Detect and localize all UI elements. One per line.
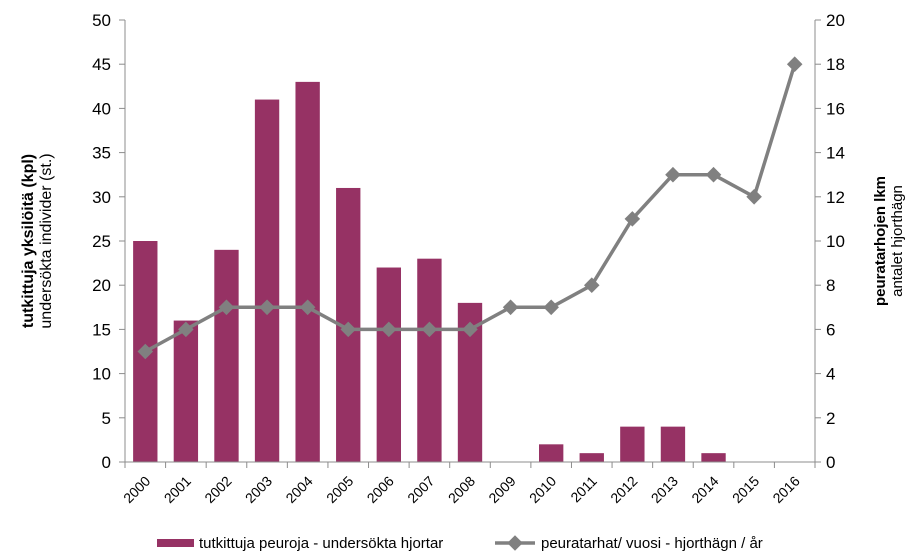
line-point-2016 <box>787 56 803 72</box>
bar-2007 <box>417 259 441 462</box>
x-tick-label: 2000 <box>120 473 153 506</box>
bar-2012 <box>620 427 644 462</box>
left-tick-label: 10 <box>92 365 111 384</box>
bar-2013 <box>661 427 685 462</box>
left-tick-label: 0 <box>102 453 111 472</box>
x-tick-label: 2004 <box>282 473 315 506</box>
right-tick-label: 14 <box>826 144 845 163</box>
right-tick-label: 16 <box>826 99 845 118</box>
bar-2002 <box>214 250 238 462</box>
bar-2003 <box>255 100 279 462</box>
x-tick-label: 2007 <box>404 473 437 506</box>
right-axis-ticks: 0 2 4 6 8 10 12 14 16 18 20 <box>815 11 845 472</box>
bar-2010 <box>539 444 563 462</box>
left-tick-label: 25 <box>92 232 111 251</box>
x-tick-label: 2005 <box>323 473 356 506</box>
right-tick-label: 2 <box>826 409 835 428</box>
left-tick-label: 5 <box>102 409 111 428</box>
bar-2011 <box>580 453 604 462</box>
right-tick-label: 8 <box>826 276 835 295</box>
left-axis-title-bold: tutkittuja yksilöitä (kpl) <box>20 154 37 328</box>
x-tick-label: 2016 <box>769 473 802 506</box>
left-tick-label: 50 <box>92 11 111 30</box>
line-point-2015 <box>746 189 762 205</box>
right-tick-label: 12 <box>826 188 845 207</box>
x-tick-label: 2011 <box>567 473 600 506</box>
left-tick-label: 35 <box>92 144 111 163</box>
right-axis-title-bold: peuratarhojen lkm <box>872 176 889 306</box>
bar-series <box>133 82 726 462</box>
x-tick-label: 2003 <box>242 473 275 506</box>
x-tick-label: 2015 <box>729 473 762 506</box>
right-tick-label: 10 <box>826 232 845 251</box>
left-tick-label: 20 <box>92 276 111 295</box>
x-tick-label: 2001 <box>161 473 194 506</box>
bar-2004 <box>295 82 319 462</box>
x-tick-label: 2010 <box>526 473 559 506</box>
right-tick-label: 4 <box>826 365 835 384</box>
bar-2014 <box>701 453 725 462</box>
x-tick-label: 2002 <box>201 473 234 506</box>
left-axis-title: undersökta individer (st.) <box>38 153 55 328</box>
x-tick-label: 2014 <box>688 473 721 506</box>
x-tick-label: 2012 <box>607 473 640 506</box>
left-tick-label: 30 <box>92 188 111 207</box>
x-tick-label: 2009 <box>485 473 518 506</box>
right-tick-label: 6 <box>826 320 835 339</box>
bar-2001 <box>174 321 198 462</box>
right-axis-title: antalet hjorthägn <box>889 185 906 297</box>
left-tick-label: 45 <box>92 55 111 74</box>
legend-bar-swatch <box>157 539 194 547</box>
left-tick-label: 15 <box>92 320 111 339</box>
x-tick-label: 2008 <box>445 473 478 506</box>
x-tick-label: 2006 <box>364 473 397 506</box>
x-axis-ticks: 2000 2001 2002 2003 2004 2005 2006 2007 2008 2009… <box>120 462 815 506</box>
legend-line-label: peuratarhat/ vuosi - hjorthägn / år <box>541 535 763 552</box>
line-point-2014 <box>706 167 722 183</box>
line-point-2009 <box>503 300 519 316</box>
legend: tutkittuja peuroja - undersökta hjortar … <box>157 535 763 552</box>
left-tick-label: 40 <box>92 99 111 118</box>
left-axis-ticks: 0 5 10 15 20 25 30 35 40 45 50 <box>92 11 125 472</box>
right-tick-label: 18 <box>826 55 845 74</box>
line-point-2011 <box>584 277 600 293</box>
line-point-2010 <box>543 300 559 316</box>
right-tick-label: 0 <box>826 453 835 472</box>
x-tick-label: 2013 <box>648 473 681 506</box>
legend-line-marker <box>507 535 523 551</box>
bar-2006 <box>377 268 401 462</box>
right-tick-label: 20 <box>826 11 845 30</box>
legend-bar-label: tutkittuja peuroja - undersökta hjortar <box>199 535 443 552</box>
